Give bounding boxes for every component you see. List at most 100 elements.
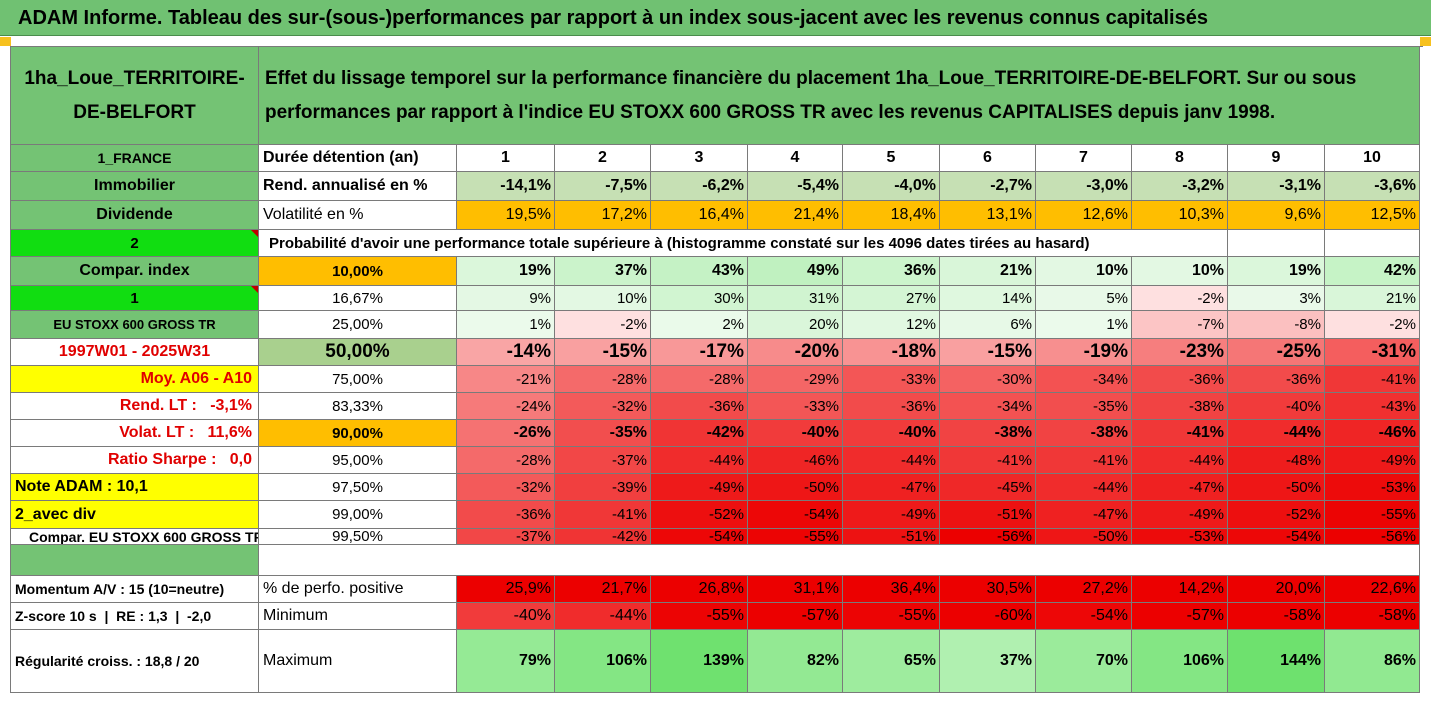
- max-value[interactable]: 65%: [843, 630, 940, 693]
- min-label[interactable]: Minimum: [259, 603, 457, 630]
- min-value[interactable]: -58%: [1325, 603, 1420, 630]
- percentile-value[interactable]: -36%: [843, 393, 940, 420]
- rend-value[interactable]: -6,2%: [651, 172, 748, 201]
- percentile-value[interactable]: -26%: [457, 420, 555, 447]
- percentile-value[interactable]: -31%: [1325, 339, 1420, 366]
- percentile-label[interactable]: 50,00%: [259, 339, 457, 366]
- percentile-value[interactable]: -28%: [555, 366, 651, 393]
- vol-value[interactable]: 12,5%: [1325, 201, 1420, 230]
- percentile-value[interactable]: -30%: [940, 366, 1036, 393]
- year-header[interactable]: 3: [651, 145, 748, 172]
- percentile-value[interactable]: -36%: [1132, 366, 1228, 393]
- vol-value[interactable]: 9,6%: [1228, 201, 1325, 230]
- moy-label[interactable]: Moy. A06 - A10: [11, 366, 259, 393]
- percentile-value[interactable]: -14%: [457, 339, 555, 366]
- percentile-label[interactable]: 75,00%: [259, 366, 457, 393]
- vol-value[interactable]: 17,2%: [555, 201, 651, 230]
- percentile-value[interactable]: -48%: [1228, 447, 1325, 474]
- percentile-value[interactable]: -44%: [1132, 447, 1228, 474]
- duration-label[interactable]: Durée détention (an): [259, 145, 457, 172]
- percentile-value[interactable]: -43%: [1325, 393, 1420, 420]
- percentile-value[interactable]: -44%: [1228, 420, 1325, 447]
- percentile-value[interactable]: -49%: [1325, 447, 1420, 474]
- percentile-value[interactable]: -37%: [555, 447, 651, 474]
- percentile-value[interactable]: -51%: [940, 501, 1036, 529]
- percentile-label[interactable]: 99,00%: [259, 501, 457, 529]
- pos-value[interactable]: 14,2%: [1132, 576, 1228, 603]
- percentile-value[interactable]: -35%: [555, 420, 651, 447]
- empty-cell[interactable]: [1325, 230, 1420, 257]
- percentile-value[interactable]: -55%: [748, 529, 843, 545]
- percentile-value[interactable]: -50%: [748, 474, 843, 501]
- percentile-value[interactable]: -38%: [1132, 393, 1228, 420]
- vol-value[interactable]: 18,4%: [843, 201, 940, 230]
- percentile-value[interactable]: -38%: [940, 420, 1036, 447]
- volat-lt-label[interactable]: Volat. LT : 11,6%: [11, 420, 259, 447]
- percentile-value[interactable]: -51%: [843, 529, 940, 545]
- vol-label[interactable]: Volatilité en %: [259, 201, 457, 230]
- max-value[interactable]: 106%: [1132, 630, 1228, 693]
- percentile-value[interactable]: 6%: [940, 311, 1036, 339]
- percentile-value[interactable]: -28%: [457, 447, 555, 474]
- pos-label[interactable]: % de perfo. positive: [259, 576, 457, 603]
- percentile-value[interactable]: -55%: [1325, 501, 1420, 529]
- percentile-value[interactable]: -21%: [457, 366, 555, 393]
- percentile-value[interactable]: 43%: [651, 257, 748, 286]
- year-header[interactable]: 6: [940, 145, 1036, 172]
- percentile-value[interactable]: -56%: [940, 529, 1036, 545]
- percentile-value[interactable]: 10%: [1132, 257, 1228, 286]
- percentile-value[interactable]: -34%: [1036, 366, 1132, 393]
- percentile-value[interactable]: -56%: [1325, 529, 1420, 545]
- percentile-value[interactable]: -46%: [1325, 420, 1420, 447]
- percentile-value[interactable]: 21%: [940, 257, 1036, 286]
- percentile-value[interactable]: 10%: [555, 286, 651, 311]
- percentile-value[interactable]: -17%: [651, 339, 748, 366]
- percentile-value[interactable]: -15%: [555, 339, 651, 366]
- percentile-value[interactable]: -49%: [651, 474, 748, 501]
- percentile-value[interactable]: -41%: [940, 447, 1036, 474]
- year-header[interactable]: 5: [843, 145, 940, 172]
- vol-value[interactable]: 13,1%: [940, 201, 1036, 230]
- rend-lt-label[interactable]: Rend. LT : -3,1%: [11, 393, 259, 420]
- percentile-value[interactable]: -34%: [940, 393, 1036, 420]
- percentile-value[interactable]: -32%: [555, 393, 651, 420]
- percentile-value[interactable]: -24%: [457, 393, 555, 420]
- percentile-label[interactable]: 83,33%: [259, 393, 457, 420]
- percentile-value[interactable]: 1%: [1036, 311, 1132, 339]
- min-value[interactable]: -57%: [748, 603, 843, 630]
- rend-label[interactable]: Rend. annualisé en %: [259, 172, 457, 201]
- vol-value[interactable]: 10,3%: [1132, 201, 1228, 230]
- min-value[interactable]: -58%: [1228, 603, 1325, 630]
- percentile-value[interactable]: -2%: [1132, 286, 1228, 311]
- percentile-value[interactable]: -42%: [555, 529, 651, 545]
- vol-value[interactable]: 19,5%: [457, 201, 555, 230]
- percentile-value[interactable]: -40%: [748, 420, 843, 447]
- vol-value[interactable]: 21,4%: [748, 201, 843, 230]
- rend-value[interactable]: -3,1%: [1228, 172, 1325, 201]
- percentile-value[interactable]: 5%: [1036, 286, 1132, 311]
- category-label[interactable]: Immobilier: [11, 172, 259, 201]
- percentile-value[interactable]: -46%: [748, 447, 843, 474]
- percentile-value[interactable]: -53%: [1132, 529, 1228, 545]
- percentile-value[interactable]: -40%: [1228, 393, 1325, 420]
- percentile-value[interactable]: -41%: [555, 501, 651, 529]
- percentile-value[interactable]: 3%: [1228, 286, 1325, 311]
- percentile-value[interactable]: 31%: [748, 286, 843, 311]
- percentile-value[interactable]: 30%: [651, 286, 748, 311]
- min-value[interactable]: -44%: [555, 603, 651, 630]
- rend-value[interactable]: -3,6%: [1325, 172, 1420, 201]
- period-label[interactable]: 1997W01 - 2025W31: [11, 339, 259, 366]
- percentile-label[interactable]: 99,50%: [259, 529, 457, 545]
- pos-value[interactable]: 30,5%: [940, 576, 1036, 603]
- percentile-value[interactable]: -35%: [1036, 393, 1132, 420]
- percentile-label[interactable]: 90,00%: [259, 420, 457, 447]
- percentile-value[interactable]: 9%: [457, 286, 555, 311]
- percentile-value[interactable]: 20%: [748, 311, 843, 339]
- percentile-value[interactable]: -42%: [651, 420, 748, 447]
- percentile-value[interactable]: -54%: [1228, 529, 1325, 545]
- percentile-value[interactable]: -39%: [555, 474, 651, 501]
- country-label[interactable]: 1_FRANCE: [11, 145, 259, 172]
- rend-value[interactable]: -14,1%: [457, 172, 555, 201]
- percentile-value[interactable]: -8%: [1228, 311, 1325, 339]
- percentile-value[interactable]: -41%: [1036, 447, 1132, 474]
